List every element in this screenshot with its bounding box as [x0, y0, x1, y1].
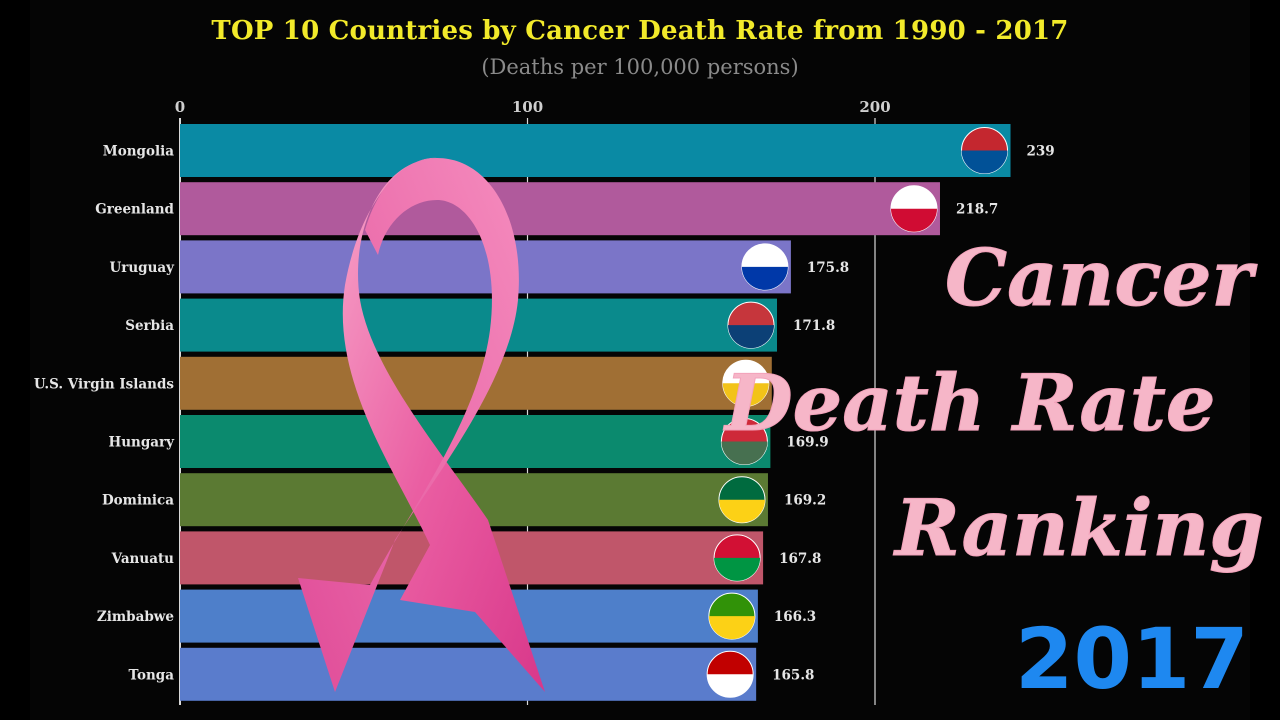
uruguay-flag-icon-stripe — [741, 266, 788, 290]
bar — [180, 647, 757, 701]
category-label: Serbia — [125, 318, 174, 334]
pink-ribbon-icon — [298, 157, 545, 692]
dominica-flag-icon-stripe — [718, 499, 765, 523]
bar — [180, 415, 771, 468]
value-label: 171.8 — [793, 318, 835, 334]
category-label: Dominica — [102, 493, 174, 509]
category-label: Hungary — [108, 435, 175, 451]
serbia-flag-icon-stripe — [728, 325, 775, 349]
tonga-flag-icon-stripe — [707, 674, 754, 698]
category-label: U.S. Virgin Islands — [34, 376, 175, 392]
value-label: 239 — [1027, 144, 1055, 160]
year-label: 2017 — [1015, 610, 1249, 708]
bar — [180, 124, 1011, 177]
greenland-flag-icon-stripe — [890, 208, 937, 232]
overlay-word-cancer: Cancer — [945, 233, 1257, 324]
chart-subtitle: (Deaths per 100,000 persons) — [481, 55, 799, 79]
value-label: 167.8 — [779, 551, 821, 567]
category-label: Zimbabwe — [97, 609, 174, 625]
bar — [180, 182, 940, 236]
x-tick-label: 100 — [512, 98, 543, 116]
hungary-flag-icon-stripe — [721, 441, 768, 465]
category-label: Tonga — [128, 667, 174, 683]
usvi-flag-icon-stripe — [722, 383, 769, 407]
x-tick-label: 200 — [859, 98, 890, 116]
vanuatu-flag-icon-stripe — [714, 557, 761, 581]
value-label: 169.9 — [786, 435, 828, 451]
bar — [180, 298, 778, 352]
overlay-word-death-rate: Death Rate — [723, 358, 1216, 449]
category-label: Uruguay — [109, 260, 175, 276]
category-label: Vanuatu — [111, 551, 175, 567]
value-label: 166.3 — [774, 609, 816, 625]
mongolia-flag-icon-stripe — [961, 150, 1008, 174]
value-label: 165.8 — [772, 667, 814, 683]
value-label: 175.8 — [807, 260, 849, 276]
chart-title: TOP 10 Countries by Cancer Death Rate fr… — [211, 16, 1069, 46]
category-label: Mongolia — [103, 144, 174, 160]
overlay-word-ranking: Ranking — [893, 483, 1264, 574]
value-label: 169.2 — [784, 493, 826, 509]
zimbabwe-flag-icon-stripe — [708, 616, 755, 640]
x-tick-label: 0 — [175, 98, 185, 116]
category-label: Greenland — [95, 202, 174, 218]
value-label: 218.7 — [956, 202, 998, 218]
